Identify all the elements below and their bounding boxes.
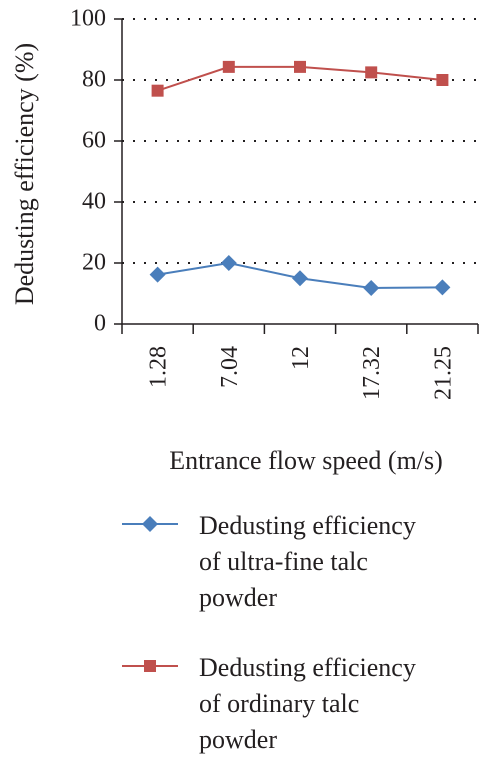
legend-item-2: Dedusting efficiency of ordinary talc powd… [122, 653, 416, 754]
data-point [434, 279, 451, 296]
data-point [222, 60, 235, 73]
data-point [363, 280, 380, 297]
x-tick-label: 7.04 [217, 346, 243, 388]
y-tick-label: 40 [82, 189, 106, 215]
axes [114, 18, 479, 334]
x-axis-label: Entrance flow speed (m/s) [169, 446, 443, 475]
data-point [292, 270, 308, 287]
data-point [294, 60, 306, 73]
y-tick-labels: 0 20 40 60 80 100 [70, 6, 106, 337]
series-group [149, 60, 451, 297]
data-point [149, 266, 166, 283]
legend-marker [142, 516, 158, 532]
legend-label: of ultra-fine talc [199, 547, 368, 576]
x-tick-label: 21.25 [430, 346, 456, 400]
data-point [436, 74, 449, 86]
legend-label: Dedusting efficiency [199, 653, 416, 682]
x-tick-label: 17.32 [359, 346, 385, 400]
y-tick-label: 0 [94, 311, 106, 337]
data-point [365, 66, 378, 79]
x-tick-labels: 1.28 7.04 12 17.32 21.25 [146, 346, 457, 400]
series-2 [151, 60, 449, 97]
legend-label: powder [199, 583, 277, 612]
y-axis-label: Dedusting efficiency (%) [10, 43, 39, 305]
y-tick-label: 20 [82, 250, 106, 276]
legend-marker [144, 660, 156, 672]
legend: Dedusting efficiency of ultra-fine talc po… [122, 511, 416, 754]
legend-item-1: Dedusting efficiency of ultra-fine talc po… [122, 511, 416, 612]
x-tick-label: 1.28 [146, 346, 172, 388]
legend-label: powder [199, 725, 277, 754]
legend-label: Dedusting efficiency [199, 511, 416, 540]
x-tick-label: 12 [288, 346, 314, 370]
y-tick-label: 80 [82, 67, 106, 93]
series-1 [149, 255, 451, 297]
legend-label: of ordinary talc [199, 689, 359, 718]
data-point [151, 84, 164, 97]
gridlines [122, 18, 478, 264]
y-tick-label: 60 [82, 128, 106, 154]
y-tick-label: 100 [70, 6, 106, 32]
data-point [220, 255, 237, 271]
